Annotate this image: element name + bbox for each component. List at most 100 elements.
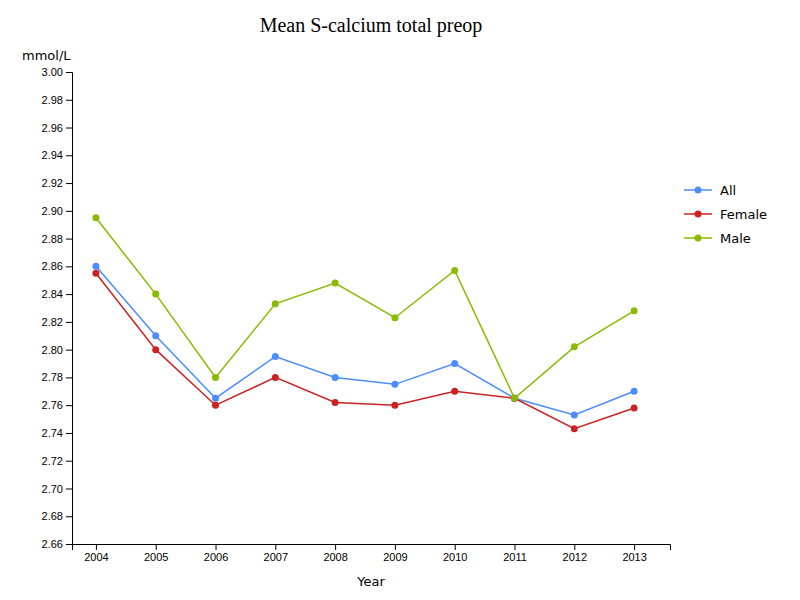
series-point xyxy=(511,395,518,402)
y-tick: 2.80 xyxy=(42,344,72,356)
y-axis-label: mmol/L xyxy=(22,48,71,63)
series-point xyxy=(571,343,578,350)
marks xyxy=(92,214,637,432)
x-tick-mark xyxy=(335,544,336,550)
x-tick-label: 2011 xyxy=(503,551,527,563)
series-point xyxy=(631,404,638,411)
y-tick-mark xyxy=(66,239,72,240)
y-tick-mark xyxy=(66,488,72,489)
series-line xyxy=(96,273,634,428)
y-tick-label: 2.98 xyxy=(42,94,63,106)
legend-marker xyxy=(695,211,702,218)
y-tick: 2.96 xyxy=(42,122,72,134)
y-tick-mark xyxy=(66,72,72,73)
x-tick: 2006 xyxy=(204,544,228,563)
series-point xyxy=(332,399,339,406)
y-tick: 3.00 xyxy=(42,66,72,78)
series-point xyxy=(451,267,458,274)
series-point xyxy=(511,395,518,402)
y-tick: 2.72 xyxy=(42,455,72,467)
legend-label: All xyxy=(720,183,736,198)
y-tick: 2.82 xyxy=(42,316,72,328)
x-axis: 2004200520062007200820092010201120122013 xyxy=(73,544,671,563)
legend: AllFemaleMale xyxy=(684,183,767,246)
y-tick-label: 3.00 xyxy=(42,66,63,78)
x-tick-label: 2007 xyxy=(264,551,288,563)
series-point xyxy=(152,291,159,298)
series-point xyxy=(272,374,279,381)
x-tick: 2004 xyxy=(84,544,108,563)
x-tick: 2011 xyxy=(503,544,527,563)
y-tick-label: 2.66 xyxy=(42,538,63,550)
y-tick: 2.70 xyxy=(42,482,72,494)
y-tick-label: 2.68 xyxy=(42,510,63,522)
series-point xyxy=(92,270,99,277)
series-point xyxy=(391,402,398,409)
series-point xyxy=(511,395,518,402)
series-point xyxy=(631,388,638,395)
y-tick: 2.76 xyxy=(42,399,72,411)
x-tick-mark xyxy=(395,544,396,550)
y-tick: 2.88 xyxy=(42,233,72,245)
y-tick-label: 2.92 xyxy=(42,177,63,189)
y-tick-label: 2.82 xyxy=(42,316,63,328)
series-point xyxy=(272,353,279,360)
x-tick-mark xyxy=(156,544,157,550)
y-tick-label: 2.86 xyxy=(42,260,63,272)
y-tick: 2.98 xyxy=(42,94,72,106)
y-tick-label: 2.76 xyxy=(42,399,63,411)
legend-label: Male xyxy=(720,231,751,246)
y-tick: 2.92 xyxy=(42,177,72,189)
x-tick-label: 2004 xyxy=(84,551,108,563)
series-point xyxy=(212,402,219,409)
y-tick-label: 2.78 xyxy=(42,371,63,383)
y-tick: 2.90 xyxy=(42,205,72,217)
y-tick-label: 2.80 xyxy=(42,344,63,356)
title: Mean S-calcium total preop xyxy=(260,14,483,37)
series-point xyxy=(391,381,398,388)
series-point xyxy=(391,314,398,321)
x-tick: 2010 xyxy=(443,544,467,563)
x-tick-label: 2012 xyxy=(563,551,587,563)
y-tick-mark xyxy=(66,516,72,517)
y-tick-mark xyxy=(66,433,72,434)
y-tick-mark xyxy=(66,155,72,156)
x-tick: 2012 xyxy=(563,544,587,563)
y-tick-mark xyxy=(66,266,72,267)
y-tick-mark xyxy=(66,211,72,212)
x-tick-label: 2006 xyxy=(204,551,228,563)
y-tick: 2.68 xyxy=(42,510,72,522)
y-tick-mark xyxy=(66,544,72,545)
x-tick: 2007 xyxy=(264,544,288,563)
x-tick-mark xyxy=(574,544,575,550)
series-point xyxy=(152,332,159,339)
x-tick-mark xyxy=(96,544,97,550)
y-tick: 2.84 xyxy=(42,288,72,300)
series-line xyxy=(96,266,634,415)
y-tick-mark xyxy=(66,461,72,462)
series-point xyxy=(272,300,279,307)
x-tick-mark xyxy=(455,544,456,550)
y-tick-mark xyxy=(66,322,72,323)
x-tick-mark xyxy=(216,544,217,550)
series-point xyxy=(92,214,99,221)
series-point xyxy=(92,263,99,270)
x-tick: 2009 xyxy=(383,544,407,563)
series-point xyxy=(631,307,638,314)
y-tick-mark xyxy=(66,100,72,101)
y-axis: 2.66 2.68 2.70 2.72 2.74 2.76 2.78 2.80 2.82 2.84… xyxy=(42,66,73,550)
y-tick: 2.74 xyxy=(42,427,72,439)
y-tick-mark xyxy=(66,128,72,129)
y-tick-mark xyxy=(66,294,72,295)
y-tick: 2.94 xyxy=(42,149,72,161)
y-tick-mark xyxy=(66,350,72,351)
legend-item: All xyxy=(684,183,736,198)
series-point xyxy=(332,374,339,381)
legend-marker xyxy=(695,187,702,194)
y-tick-label: 2.96 xyxy=(42,122,63,134)
y-tick-label: 2.72 xyxy=(42,455,63,467)
y-tick-label: 2.88 xyxy=(42,233,63,245)
legend-item: Male xyxy=(684,231,751,246)
x-tick-mark xyxy=(515,544,516,550)
y-tick-label: 2.90 xyxy=(42,205,63,217)
